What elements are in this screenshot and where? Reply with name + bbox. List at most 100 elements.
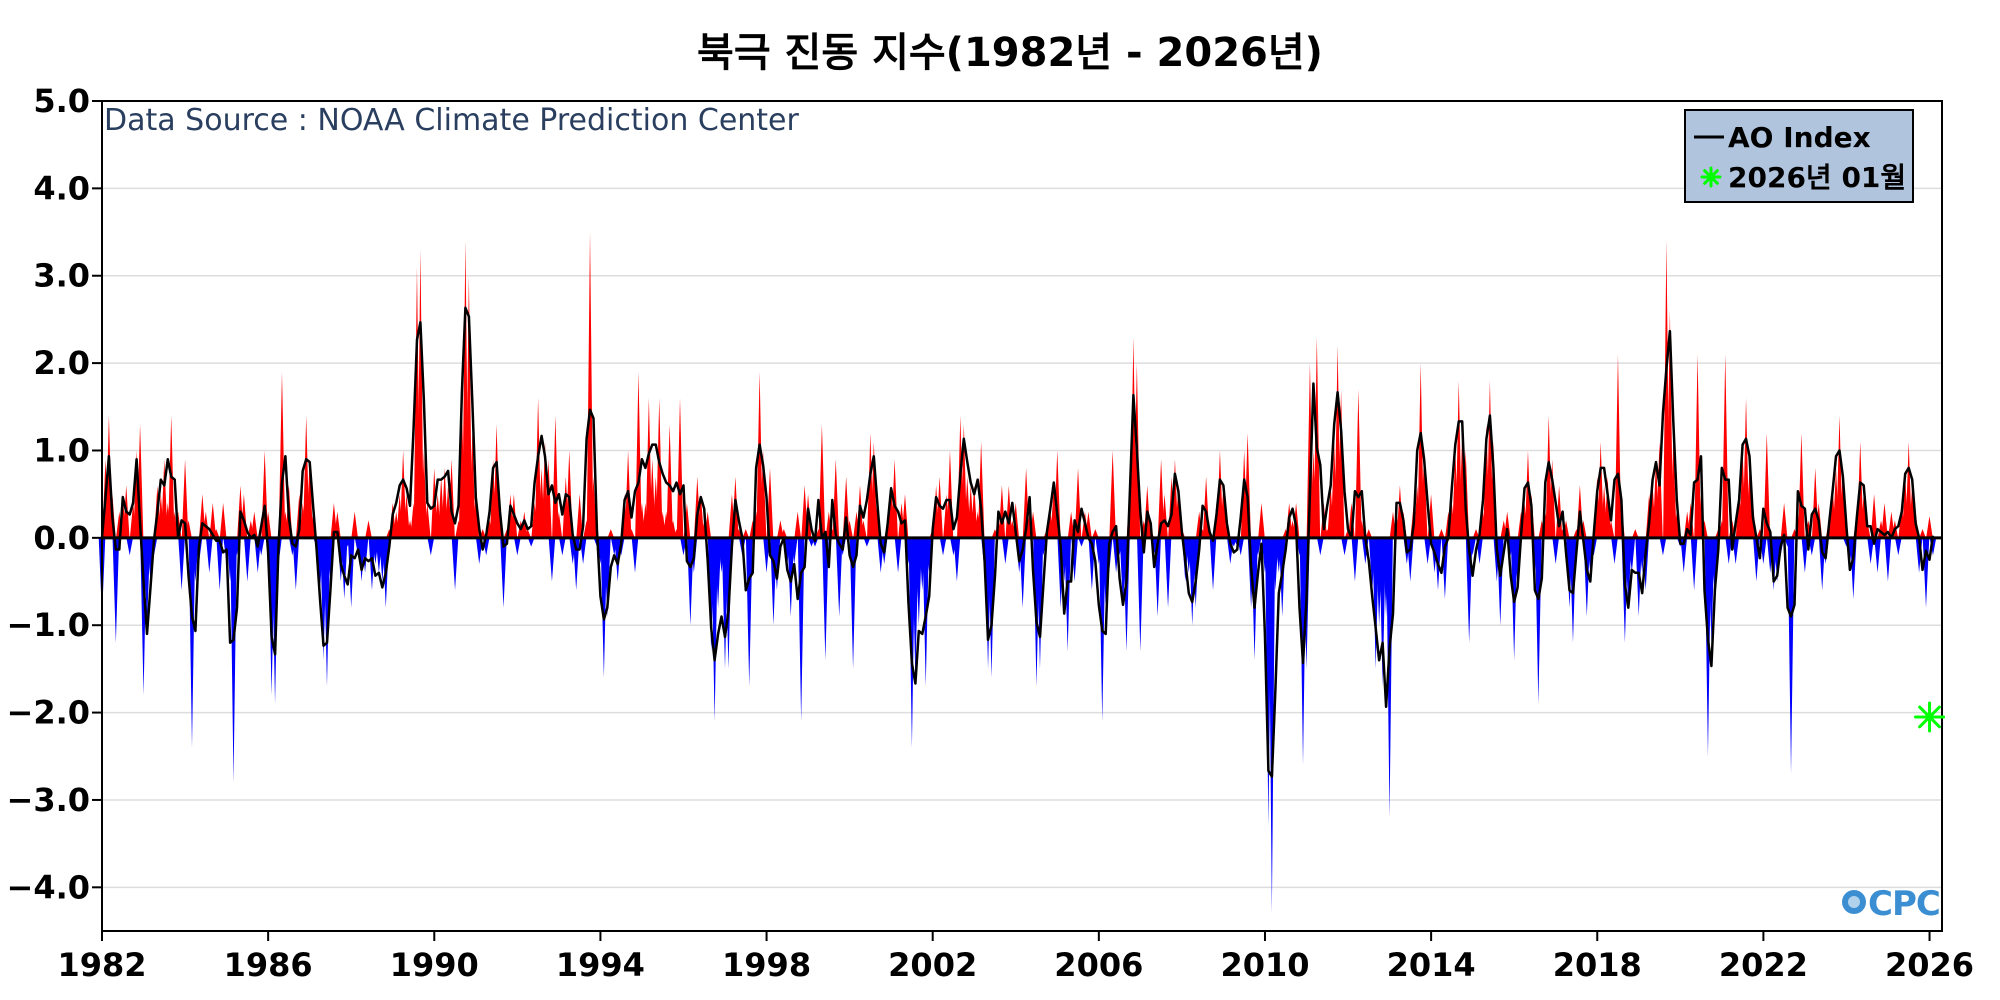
area-positive-month [756, 371, 763, 538]
x-tick-label: 1986 [224, 946, 313, 984]
area-positive-month [161, 459, 168, 538]
chart-title: 북극 진동 지수(1982년 - 2026년) [697, 30, 1323, 76]
area-negative-month [811, 537, 819, 547]
area-negative-month [1884, 537, 1892, 582]
area-positive-month [365, 520, 372, 538]
x-tick-label: 2022 [1719, 946, 1808, 984]
area-negative-month [773, 537, 781, 591]
highlight-asterisk-icon [1914, 701, 1946, 733]
ao-index-line [100, 306, 1935, 778]
area-positive-month [1555, 485, 1563, 538]
area-negative-month [427, 537, 435, 556]
x-tick-label: 1994 [556, 946, 645, 984]
y-tick-label: −3.0 [7, 781, 91, 819]
area-positive-month [1524, 450, 1532, 538]
legend-label-ao-index: AO Index [1728, 121, 1871, 154]
area-negative-month [1628, 537, 1636, 573]
area-negative-month [216, 537, 223, 591]
y-tick-label: 5.0 [33, 82, 90, 120]
area-positive-month [555, 511, 563, 538]
area-negative-month [1535, 537, 1542, 704]
area-negative-month [1386, 537, 1393, 818]
area-negative-month [1552, 537, 1559, 565]
cpc-logo: CPC [1842, 884, 1941, 924]
area-negative-month [1137, 537, 1144, 652]
area-negative-month [1690, 537, 1698, 591]
area-positive-month [1905, 441, 1912, 538]
area-positive-month [676, 398, 684, 538]
area-negative-month [1424, 537, 1431, 565]
area-positive-month [1337, 389, 1345, 538]
area-positive-month [306, 459, 313, 538]
area-positive-month [1811, 467, 1819, 538]
area-negative-month [1874, 537, 1881, 573]
area-positive-month [1870, 494, 1878, 538]
area-positive-month [970, 485, 978, 538]
area-positive-month [520, 511, 528, 538]
legend-label-2026-01: 2026년 01월 [1728, 161, 1906, 194]
index-line-group [100, 306, 1942, 778]
area-positive-month [1860, 494, 1867, 538]
area-positive-month [1604, 476, 1611, 538]
area-negative-month [1317, 537, 1324, 556]
area-negative-month [143, 537, 151, 626]
area-positive-month [860, 520, 867, 538]
area-positive-month [586, 232, 594, 538]
area-positive-month [960, 424, 968, 538]
area-positive-month [1220, 485, 1227, 538]
area-positive-month [1694, 354, 1701, 538]
area-negative-month [1711, 537, 1719, 599]
area-negative-month [1680, 537, 1688, 573]
area-positive-month [1631, 529, 1639, 538]
area-negative-month [1102, 537, 1110, 608]
area-positive-month [777, 520, 784, 538]
y-tick-label: 4.0 [33, 169, 90, 207]
x-tick-label: 2026 [1885, 946, 1974, 984]
legend-asterisk-swatch [1700, 166, 1722, 188]
y-tick-label: 0.0 [33, 519, 90, 557]
area-positive-month [1365, 529, 1373, 538]
cpc-logo-globe-highlight [1848, 896, 1860, 908]
area-negative-month [514, 537, 521, 556]
area-positive-month [1863, 520, 1871, 538]
area-negative-month [604, 537, 611, 617]
y-tick-label: 2.0 [33, 344, 90, 382]
area-negative-month [1787, 537, 1795, 774]
area-negative-month [1078, 537, 1085, 547]
area-negative-month [835, 537, 843, 617]
area-negative-month [1164, 537, 1172, 608]
legend-box [1684, 109, 1914, 203]
area-negative-month [631, 537, 639, 573]
area-negative-month [230, 537, 237, 783]
area-negative-month [1773, 537, 1781, 582]
legend-asterisk-icon [1700, 166, 1722, 188]
area-negative-month [1407, 537, 1414, 582]
x-tick-label: 2014 [1387, 946, 1476, 984]
area-negative-month [572, 537, 580, 591]
x-tick-label: 2010 [1220, 946, 1309, 984]
area-positive-month [998, 485, 1006, 538]
highlight-asterisk-icon-stroke [1918, 705, 1941, 729]
area-negative-month [112, 537, 120, 643]
area-negative-month [1268, 537, 1276, 914]
area-negative-month [1227, 537, 1234, 565]
area-positive-month [1926, 516, 1933, 538]
area-positive-month [1597, 441, 1604, 538]
area-positive-month [977, 441, 985, 538]
area-positive-month [465, 275, 473, 538]
area-positive-month [1721, 354, 1729, 538]
data-source-note: Data Source : NOAA Climate Prediction Ce… [104, 103, 800, 138]
area-negative-month [1895, 537, 1902, 556]
area-negative-month [849, 537, 857, 669]
area-negative-month [714, 537, 722, 608]
area-negative-month [1625, 537, 1632, 608]
area-positive-month [417, 249, 424, 538]
area-positive-month [1881, 502, 1888, 538]
legend-asterisk-icon-stroke [1703, 169, 1719, 185]
area-positive-month [1306, 363, 1314, 538]
y-tick-label: 1.0 [33, 431, 90, 469]
area-negative-month [140, 537, 147, 696]
area-positive-month [399, 450, 407, 538]
area-positive-month [1258, 502, 1265, 538]
area-negative-month [1659, 537, 1667, 556]
